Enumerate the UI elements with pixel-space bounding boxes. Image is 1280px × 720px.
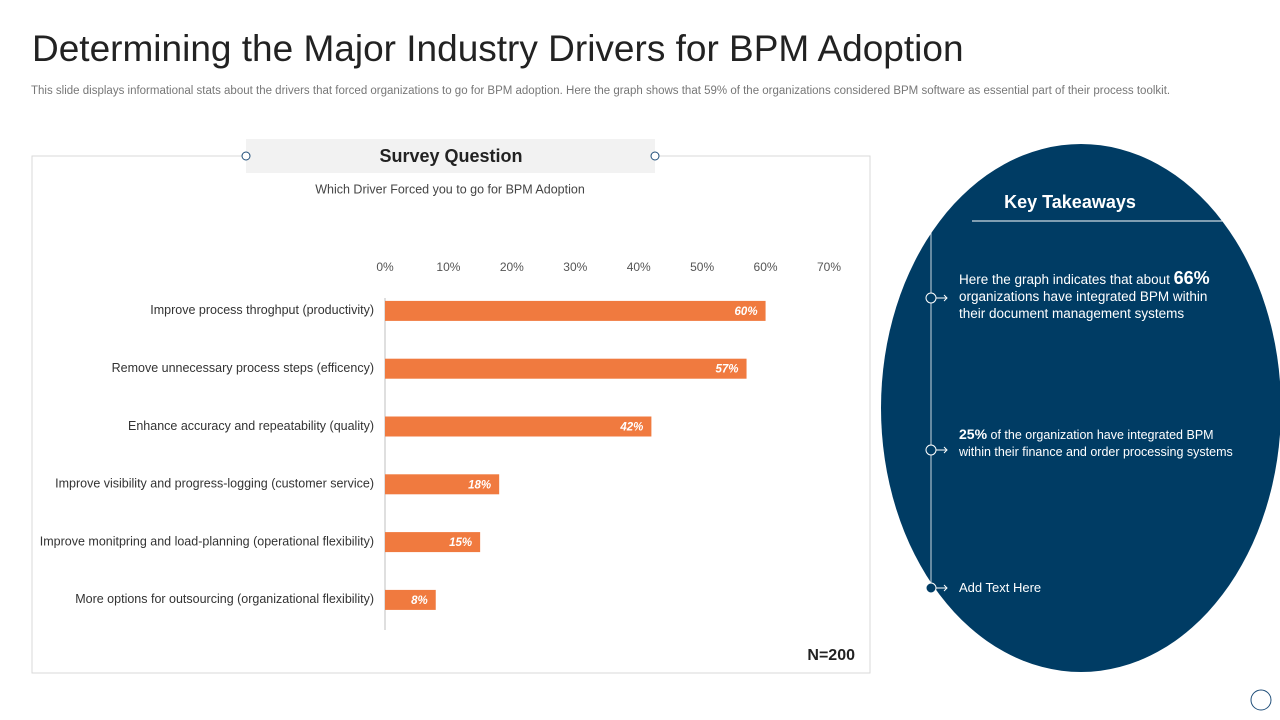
y-tick-label: Remove unnecessary process steps (effice… [112, 361, 374, 375]
y-tick-label: Improve process throghput (productivity) [150, 303, 374, 317]
header-dot [650, 151, 660, 161]
y-tick-label: Improve monitpring and load-planning (op… [40, 534, 374, 548]
takeaway-text: Add Text Here [959, 580, 1042, 595]
x-tick-label: 70% [817, 260, 841, 274]
takeaway-text: Here the graph indicates that about [959, 272, 1174, 287]
bar [385, 474, 500, 495]
takeaway-item: 25% of the organization have integrated … [959, 426, 1234, 461]
x-tick-label: 30% [563, 260, 587, 274]
takeaway-item: Here the graph indicates that about 66% … [959, 268, 1234, 322]
x-tick-label: 10% [436, 260, 460, 274]
y-tick-label: Improve visibility and progress-logging … [55, 477, 374, 491]
bar [385, 358, 747, 379]
value-label: 15% [449, 537, 472, 549]
chart-title: Survey Question [379, 146, 522, 166]
bar [385, 300, 766, 321]
value-label: 42% [619, 422, 643, 434]
x-tick-label: 60% [754, 260, 778, 274]
value-label: 57% [716, 364, 739, 376]
x-tick-label: 50% [690, 260, 714, 274]
y-tick-label: Enhance accuracy and repeatability (qual… [128, 419, 374, 433]
corner-mark [1250, 689, 1272, 711]
slide-subtitle: This slide displays informational stats … [31, 85, 1171, 97]
x-tick-label: 20% [500, 260, 524, 274]
chart-subtitle: Which Driver Forced you to go for BPM Ad… [315, 182, 585, 196]
bar [385, 532, 481, 553]
takeaway-highlight: 25% [959, 426, 988, 442]
value-label: 18% [468, 479, 491, 491]
takeaway-title: Key Takeaways [1004, 192, 1136, 212]
header-band [246, 139, 655, 173]
x-tick-label: 0% [376, 260, 394, 274]
takeaway-text: organizations have integrated BPM within… [959, 289, 1208, 321]
slide-title: Determining the Major Industry Drivers f… [32, 28, 964, 69]
value-label: 60% [735, 306, 758, 318]
x-tick-label: 40% [627, 260, 651, 274]
header-dot [241, 151, 251, 161]
timeline-nodes [925, 292, 948, 594]
bar [385, 589, 436, 610]
bar [385, 416, 652, 437]
value-label: 8% [411, 595, 428, 607]
takeaway-text: of the organization have integrated BPM … [959, 428, 1233, 459]
sample-size: N=200 [807, 647, 855, 664]
takeaway-item: Add Text Here [959, 579, 1234, 596]
y-tick-label: More options for outsourcing (organizati… [75, 592, 374, 606]
takeaway-panel [881, 144, 1280, 672]
takeaway-highlight: 66% [1173, 268, 1210, 288]
